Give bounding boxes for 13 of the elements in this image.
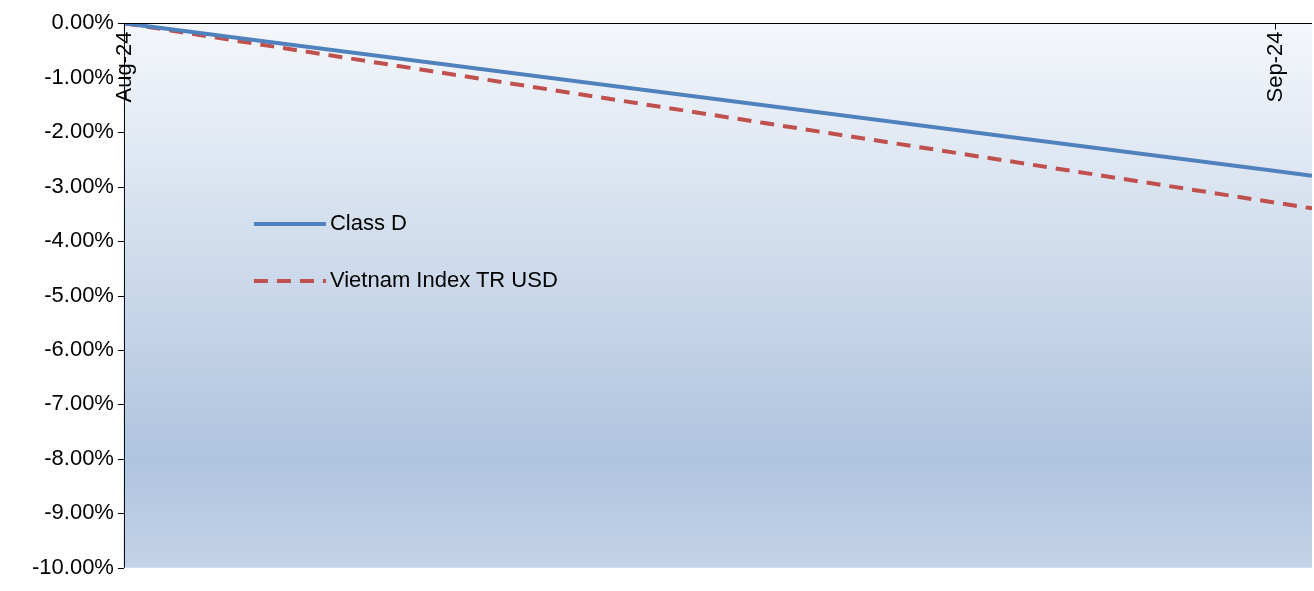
y-tick-label: -7.00% [44, 390, 114, 416]
y-tick-label: -2.00% [44, 118, 114, 144]
y-tick-label: -8.00% [44, 444, 114, 470]
y-tick-label: -10.00% [31, 553, 114, 579]
y-tick-label: -9.00% [44, 499, 114, 525]
legend-label: Class D [329, 209, 407, 235]
y-tick-label: -4.00% [44, 227, 114, 253]
x-tick-label: Sep-24 [1261, 31, 1287, 103]
y-tick-label: -5.00% [44, 281, 114, 307]
legend-label: Vietnam Index TR USD [329, 266, 558, 292]
y-tick-label: 0.00% [51, 9, 114, 35]
y-tick-label: -6.00% [44, 336, 114, 362]
y-tick-label: -3.00% [44, 172, 114, 198]
